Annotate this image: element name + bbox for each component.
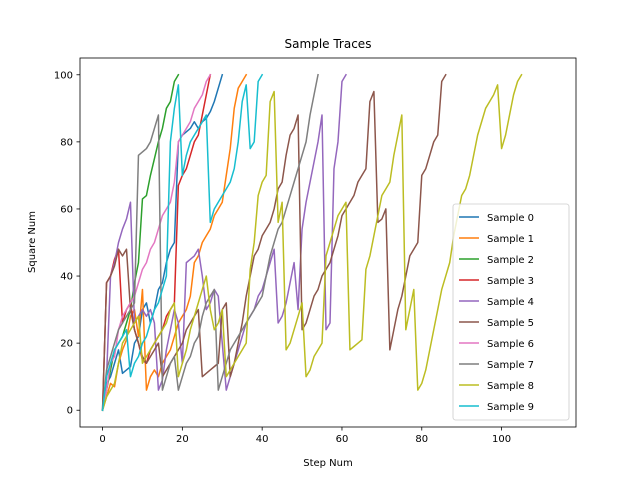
x-tick-label: 80 (415, 434, 428, 445)
x-axis: 0 20 40 60 80 100 (99, 427, 511, 445)
y-tick-label: 80 (60, 137, 73, 148)
x-tick-label: 0 (99, 434, 105, 445)
y-tick-label: 40 (60, 272, 73, 283)
series-line-6 (101, 73, 212, 412)
x-tick-label: 100 (492, 434, 511, 445)
x-axis-label: Step Num (303, 458, 353, 469)
legend-label-2: Sample 2 (487, 255, 534, 266)
y-axis: 0 20 40 60 80 100 (54, 70, 80, 417)
axes-frame (79, 57, 577, 428)
plot-area (101, 73, 523, 412)
legend-label-6: Sample 6 (487, 339, 534, 350)
series-line-7 (101, 73, 319, 412)
series-line-1 (101, 73, 248, 412)
legend-label-8: Sample 8 (487, 381, 534, 392)
legend-label-7: Sample 7 (487, 360, 534, 371)
legend-box (452, 203, 570, 421)
y-axis-label: Square Num (27, 211, 38, 273)
x-tick-label: 60 (336, 434, 349, 445)
y-tick-label: 0 (67, 406, 73, 417)
series-line-4 (101, 73, 347, 412)
y-tick-label: 100 (54, 70, 73, 81)
legend-label-1: Sample 1 (487, 234, 534, 245)
series-line-9 (101, 73, 264, 412)
legend-label-5: Sample 5 (487, 318, 534, 329)
x-tick-label: 40 (256, 434, 269, 445)
series-line-8 (101, 73, 523, 412)
legend-label-0: Sample 0 (487, 213, 534, 224)
series-line-5 (101, 73, 447, 412)
legend-label-4: Sample 4 (487, 297, 534, 308)
y-tick-label: 60 (60, 204, 73, 215)
x-tick-label: 20 (176, 434, 189, 445)
chart-title: Sample Traces (285, 37, 372, 51)
legend: Sample 0 Sample 1 Sample 2 Sample 3 Sample 4… (452, 203, 570, 421)
legend-label-9: Sample 9 (487, 402, 534, 413)
legend-label-3: Sample 3 (487, 276, 534, 287)
y-tick-label: 20 (60, 339, 73, 350)
